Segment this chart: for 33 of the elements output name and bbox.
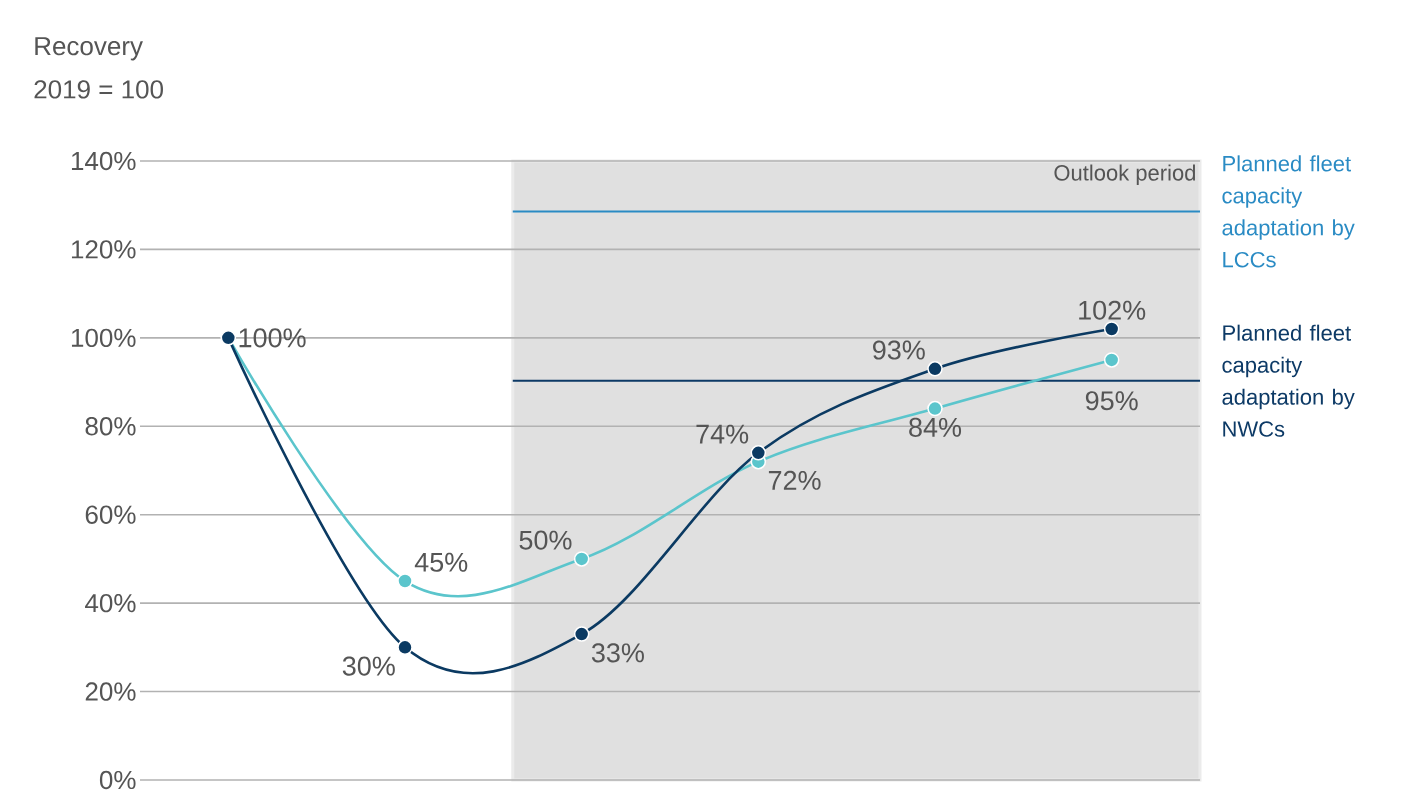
y-tick-label: 60% <box>85 505 136 524</box>
point <box>927 361 943 377</box>
y-tick-label: 100% <box>71 328 136 348</box>
data-label: 95% <box>1085 391 1138 411</box>
y-tick-label: 140% <box>71 151 136 171</box>
data-label: 33% <box>591 643 644 663</box>
point <box>1103 352 1120 368</box>
data-label: 30% <box>342 656 395 676</box>
point <box>927 400 943 417</box>
point <box>397 573 413 589</box>
data-label: 72% <box>768 470 821 490</box>
point <box>397 639 413 656</box>
data-label: 45% <box>414 552 468 572</box>
ref-line-label: Planned fleet capacity adaptation by NWCs <box>1222 324 1355 437</box>
chart-title: Recovery <box>35 37 143 61</box>
ref-line-label: Planned fleet capacity adaptation by LCCs <box>1222 155 1355 268</box>
data-label: 50% <box>519 530 572 550</box>
annotation: Outlook period <box>1054 164 1196 186</box>
point <box>573 626 590 642</box>
chart-subtitle: 2019 = 100 <box>34 80 163 99</box>
data-label: 100% <box>239 328 306 348</box>
point <box>750 445 767 461</box>
data-label: 74% <box>696 424 749 444</box>
point <box>1103 321 1120 337</box>
y-tick-label: 0% <box>99 770 136 790</box>
data-label: 93% <box>873 340 925 360</box>
y-tick-label: 20% <box>85 682 136 701</box>
y-tick-label: 40% <box>85 593 136 613</box>
data-label: 84% <box>909 417 962 437</box>
data-label: 102% <box>1079 300 1146 320</box>
y-tick-label: 120% <box>71 240 136 259</box>
point <box>573 551 590 567</box>
y-tick-label: 80% <box>85 417 136 436</box>
